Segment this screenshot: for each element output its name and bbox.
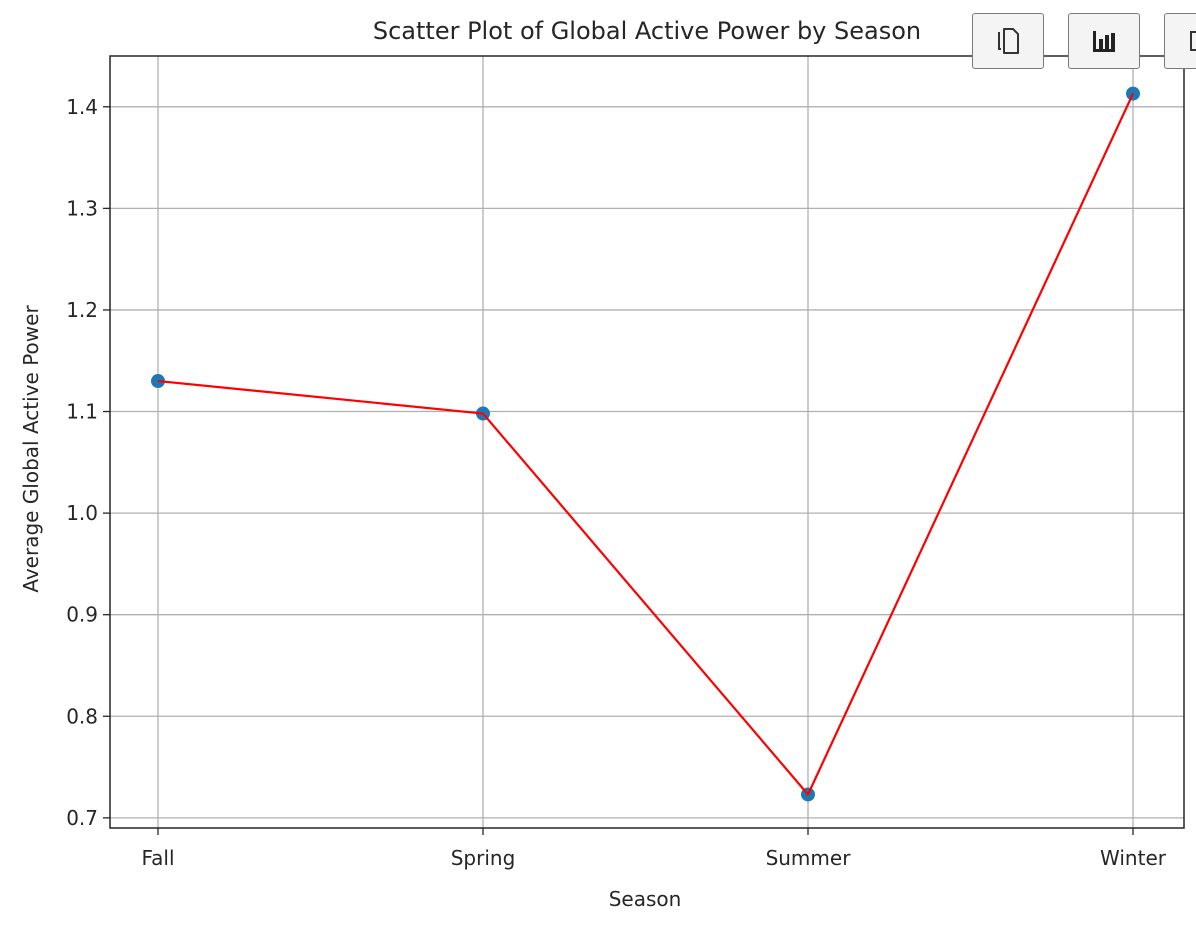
grid-lines [110, 56, 1184, 828]
chart-button[interactable] [1068, 13, 1140, 69]
x-tick-label: Winter [1100, 846, 1167, 870]
x-tick-label: Spring [451, 846, 516, 870]
open-button[interactable] [1164, 13, 1196, 69]
y-tick-label: 1.2 [66, 298, 98, 322]
chart-title: Scatter Plot of Global Active Power by S… [373, 17, 921, 45]
x-tick-label: Fall [141, 846, 174, 870]
trend-line [157, 93, 1134, 796]
x-axis: Fall Spring Summer Winter [141, 828, 1167, 870]
copy-icon [995, 27, 1021, 55]
y-tick-label: 0.8 [66, 704, 98, 728]
y-tick-label: 0.7 [66, 806, 98, 830]
y-tick-label: 0.9 [66, 603, 98, 627]
plot-frame [109, 55, 1185, 829]
bar-chart-icon [1090, 29, 1118, 53]
x-axis-label: Season [609, 887, 682, 911]
y-axis: 0.7 0.8 0.9 1.0 1.1 1.2 1.3 1.4 [66, 95, 110, 830]
y-tick-label: 1.3 [66, 196, 98, 220]
y-tick-label: 1.0 [66, 501, 98, 525]
y-axis-label: Average Global Active Power [19, 305, 43, 593]
y-tick-label: 1.1 [66, 400, 98, 424]
copy-button[interactable] [972, 13, 1044, 69]
open-in-new-icon [1187, 28, 1196, 54]
y-tick-label: 1.4 [66, 95, 98, 119]
x-tick-label: Summer [766, 846, 852, 870]
data-series [151, 86, 1140, 802]
